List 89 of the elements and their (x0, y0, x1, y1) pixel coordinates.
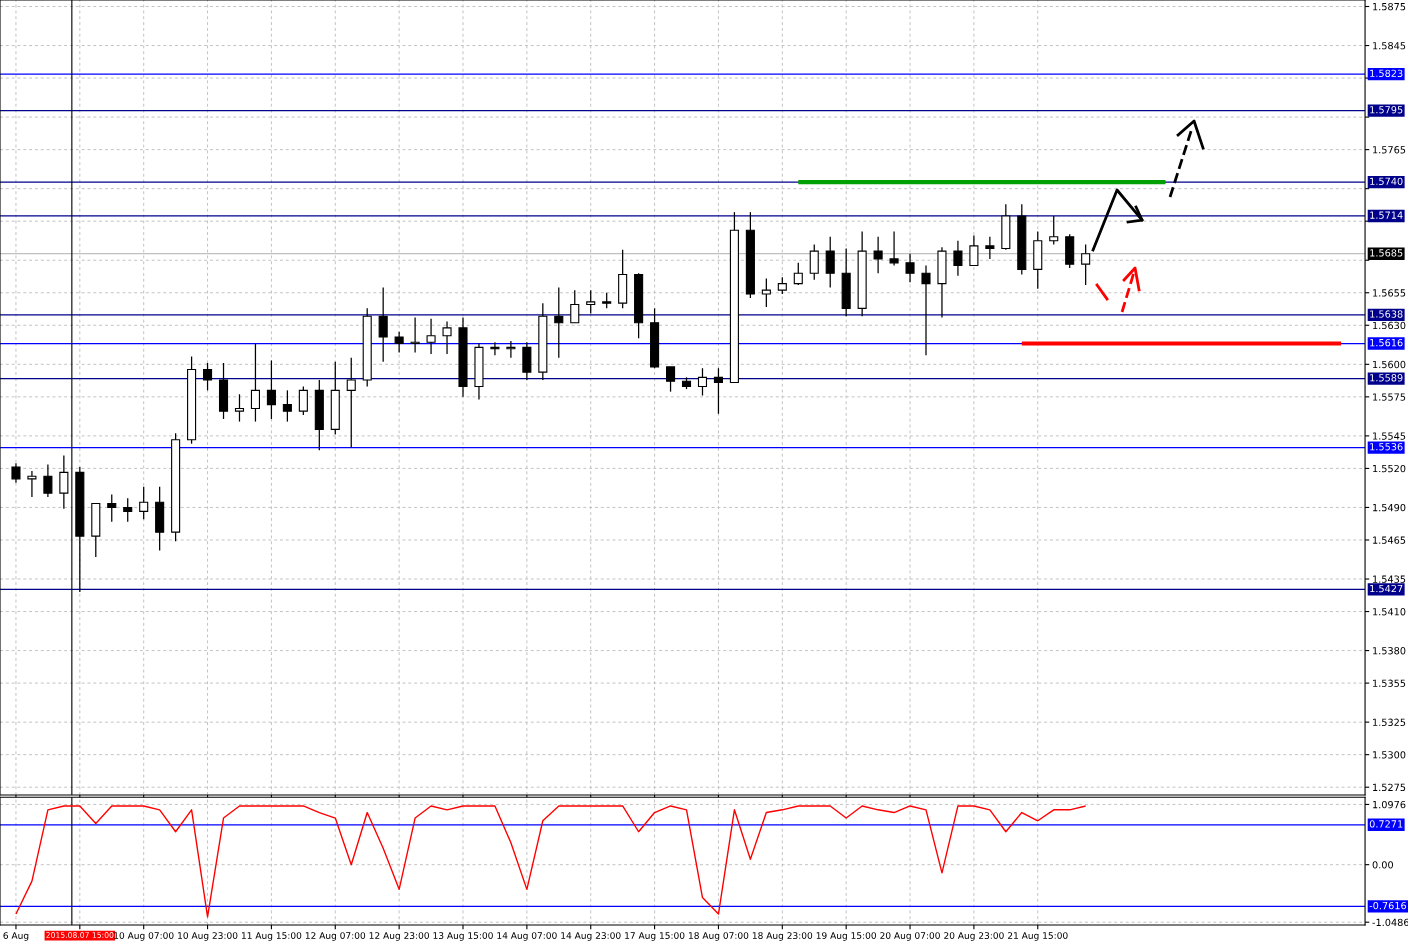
x-tick-label: 11 Aug 15:00 (241, 932, 302, 941)
y-tick-label: 1.5575 (1373, 393, 1406, 401)
ref-line-label: 1.5616 (1370, 338, 1403, 347)
ref-line-label: 1.5685 (1370, 249, 1403, 257)
candlestick (554, 286, 564, 359)
x-tick-label: 10 Aug 23:00 (178, 932, 238, 941)
candlestick (282, 389, 292, 423)
y-tick-label: 1.5465 (1373, 536, 1406, 544)
candlestick (43, 463, 53, 498)
candlestick (123, 497, 133, 523)
candlestick (873, 236, 883, 274)
candlestick (394, 331, 404, 354)
candlestick (825, 236, 835, 289)
candlestick (490, 341, 500, 356)
x-tick-label: 12 Aug 07:00 (305, 932, 366, 941)
y-tick-label: 1.5380 (1373, 647, 1406, 655)
candlestick (506, 340, 516, 359)
x-tick-label: 14 Aug 07:00 (497, 932, 557, 941)
x-tick-label: 20 Aug 07:00 (880, 932, 940, 941)
candlestick (809, 243, 819, 281)
candlestick (426, 318, 436, 355)
candlestick (378, 286, 388, 363)
ref-line-label: -0.7616 (1369, 901, 1407, 910)
candlestick (107, 493, 117, 523)
candlestick (266, 359, 276, 420)
candlestick (761, 277, 771, 308)
candlestick (1049, 215, 1059, 246)
y-tick-label: 1.5545 (1373, 432, 1406, 440)
y-tick-label: 1.5410 (1373, 608, 1406, 616)
y-tick-label: 1.5845 (1373, 42, 1406, 50)
candlestick (442, 320, 452, 355)
y-tick-label: 1.5490 (1373, 503, 1406, 512)
x-tick-label: 13 Aug 15:00 (433, 932, 493, 941)
candlestick (410, 316, 420, 354)
candlestick (969, 234, 979, 267)
ref-line-label: 1.5427 (1370, 584, 1403, 593)
y-tick-label: 1.5275 (1373, 783, 1406, 792)
candlestick (27, 470, 37, 498)
candlestick (11, 462, 21, 484)
candlestick (586, 289, 596, 315)
x-tick-label: 20 Aug 23:00 (944, 932, 1004, 941)
y-tick-label: 1.5520 (1373, 464, 1406, 473)
candlestick (921, 264, 931, 356)
ref-line-label: 1.5638 (1370, 310, 1403, 318)
ref-line-label: 1.5589 (1370, 374, 1403, 382)
y-tick-label: 1.5765 (1373, 146, 1406, 154)
y-tick-label: 1.5655 (1373, 289, 1406, 297)
line-series (15, 805, 1087, 918)
candlestick (234, 393, 245, 423)
x-tick-label: 18 Aug 23:00 (752, 932, 813, 941)
ref-line-label: 0.7271 (1369, 820, 1403, 828)
ref-line-label: 1.5740 (1370, 177, 1403, 185)
y-tick-label: 0.00 (1372, 861, 1393, 869)
ref-line-label: 1.5714 (1370, 211, 1403, 219)
y-tick-label: 1.5435 (1373, 575, 1406, 583)
x-tick-label: 19 Aug 15:00 (816, 932, 877, 941)
x-tick-label: 12 Aug 23:00 (369, 932, 429, 941)
candlestick (570, 289, 580, 324)
y-tick-label: 1.5355 (1373, 679, 1406, 687)
x-tick-label: 17 Aug 15:00 (625, 932, 685, 941)
candlestick (953, 240, 963, 277)
candlestick (889, 230, 899, 267)
candlestick (713, 367, 723, 415)
candlestick (250, 342, 260, 423)
y-tick-label: 1.5875 (1373, 2, 1406, 11)
candlestick (666, 366, 676, 393)
x-tick-label: 21 Aug 15:00 (1007, 932, 1068, 941)
y-tick-label: 1.5300 (1373, 751, 1406, 759)
candlestick (203, 362, 213, 391)
candlestick (139, 486, 149, 520)
ref-line-label: 1.5536 (1370, 443, 1403, 451)
candlestick (905, 253, 915, 283)
ref-line-label: 1.5823 (1370, 69, 1403, 77)
candlestick (697, 367, 708, 397)
candlestick (59, 454, 69, 510)
y-tick-label: 1.0976 (1373, 800, 1406, 809)
ref-line-label: 1.5795 (1370, 106, 1403, 114)
y-tick-label: -1.0486 (1372, 918, 1408, 927)
y-tick-label: 1.5325 (1373, 718, 1406, 726)
x-tick-label: 14 Aug 23:00 (561, 932, 621, 941)
candlestick (346, 357, 356, 449)
candlestick (985, 236, 995, 260)
candlestick (298, 385, 308, 416)
candlestick (1081, 243, 1091, 286)
x-tick-label: 6 Aug (3, 932, 29, 941)
y-tick-label: 1.5630 (1373, 321, 1406, 330)
y-tick-label: 1.5600 (1373, 360, 1406, 369)
x-tick-label: 18 Aug 07:00 (689, 932, 749, 941)
candlestick (793, 262, 803, 286)
